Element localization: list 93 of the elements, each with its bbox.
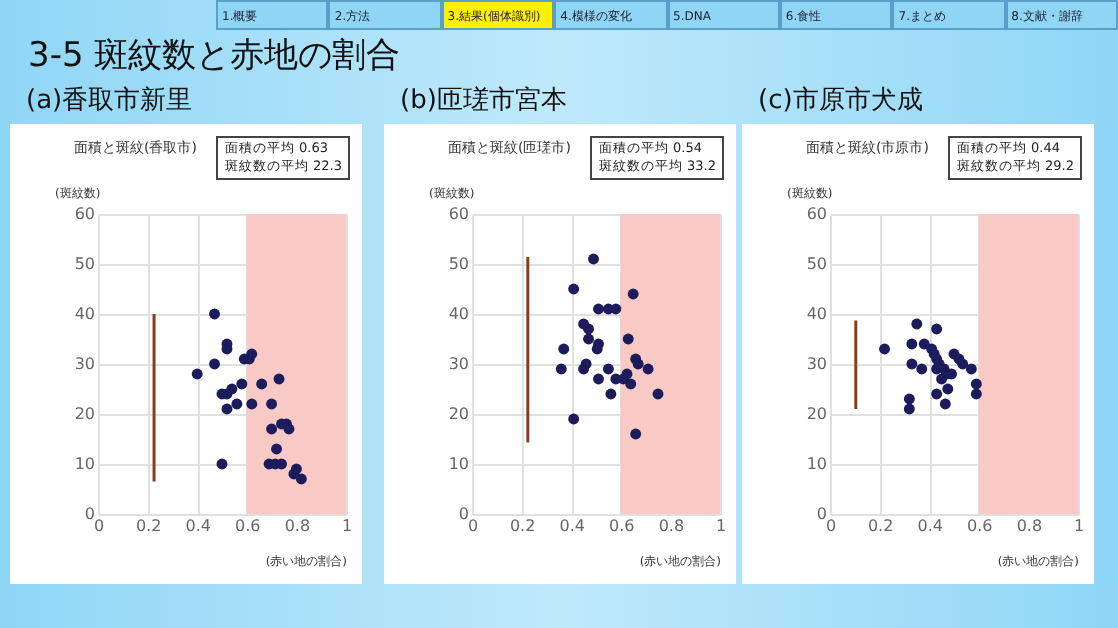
y-tick-label: 60 bbox=[806, 205, 827, 223]
x-tick-label: 1 bbox=[1073, 517, 1085, 535]
x-tick-label: 0.6 bbox=[609, 517, 635, 535]
point bbox=[295, 473, 307, 485]
y-tick-label: 0 bbox=[816, 505, 827, 523]
point bbox=[931, 323, 943, 335]
point bbox=[652, 388, 664, 400]
point bbox=[903, 393, 915, 405]
chart-title: (b)匝瑳市宮本 bbox=[400, 84, 567, 118]
x-tick-label: 0.6 bbox=[235, 517, 261, 535]
point bbox=[266, 423, 278, 435]
point bbox=[965, 363, 977, 375]
point bbox=[939, 398, 951, 410]
point bbox=[271, 443, 283, 455]
point bbox=[568, 413, 580, 425]
point bbox=[970, 378, 982, 390]
y-tick-label: 30 bbox=[74, 355, 95, 373]
point bbox=[605, 388, 617, 400]
y-tick-label: 50 bbox=[806, 255, 827, 273]
point bbox=[879, 343, 891, 355]
point bbox=[621, 368, 633, 380]
point bbox=[246, 398, 258, 410]
y-tick-label: 40 bbox=[806, 305, 827, 323]
point bbox=[625, 378, 637, 390]
point bbox=[583, 333, 595, 345]
x-tick-label: 0.4 bbox=[185, 517, 211, 535]
point bbox=[936, 373, 948, 385]
point bbox=[588, 253, 599, 265]
x-tick-label: 0.8 bbox=[658, 517, 685, 535]
point bbox=[209, 358, 221, 370]
x-tick-label: 0.2 bbox=[509, 517, 536, 535]
point bbox=[191, 368, 203, 380]
y-tick-label: 60 bbox=[448, 205, 469, 223]
chart-title: (a)香取市新里 bbox=[26, 84, 193, 118]
y-tick-label: 40 bbox=[448, 305, 469, 323]
x-tick-label: 0.2 bbox=[867, 517, 894, 535]
point bbox=[221, 403, 233, 415]
point bbox=[555, 363, 567, 375]
x-tick-label: 0.6 bbox=[967, 517, 993, 535]
point bbox=[622, 333, 634, 345]
x-tick-label: 0.8 bbox=[1016, 517, 1043, 535]
point bbox=[627, 288, 639, 300]
y-tick-label: 30 bbox=[806, 355, 827, 373]
point bbox=[273, 373, 285, 385]
y-tick-label: 0 bbox=[84, 505, 95, 523]
point bbox=[957, 358, 969, 370]
point bbox=[558, 343, 570, 355]
x-tick-label: 0.8 bbox=[284, 517, 311, 535]
y-tick-label: 10 bbox=[448, 455, 469, 473]
point bbox=[226, 383, 238, 395]
point bbox=[906, 358, 918, 370]
point bbox=[246, 348, 258, 360]
point bbox=[209, 308, 221, 320]
point bbox=[236, 378, 248, 390]
point bbox=[283, 423, 295, 435]
point bbox=[602, 363, 614, 375]
x-tick-label: 1 bbox=[341, 517, 353, 535]
y-tick-label: 50 bbox=[448, 255, 469, 273]
y-tick-label: 30 bbox=[448, 355, 469, 373]
y-tick-label: 20 bbox=[74, 405, 95, 423]
point bbox=[593, 303, 604, 315]
y-tick-label: 10 bbox=[806, 455, 827, 473]
y-tick-label: 0 bbox=[458, 505, 469, 523]
point bbox=[903, 403, 915, 415]
point bbox=[216, 458, 228, 470]
x-tick-label: 1 bbox=[715, 517, 727, 535]
chart-title: (c)市原市犬成 bbox=[758, 84, 923, 118]
point bbox=[593, 373, 604, 385]
y-tick-label: 10 bbox=[74, 455, 95, 473]
y-tick-label: 20 bbox=[806, 405, 827, 423]
point bbox=[256, 378, 268, 390]
point bbox=[931, 388, 943, 400]
point bbox=[630, 428, 642, 440]
point bbox=[916, 363, 928, 375]
point bbox=[231, 398, 243, 410]
point bbox=[942, 383, 954, 395]
point bbox=[583, 323, 595, 335]
text: 3-5 斑紋数と赤地の割合 bbox=[28, 34, 401, 78]
point bbox=[911, 318, 923, 330]
point bbox=[632, 358, 644, 370]
y-tick-label: 20 bbox=[448, 405, 469, 423]
point bbox=[568, 283, 580, 295]
x-tick-label: 0.4 bbox=[917, 517, 943, 535]
x-tick-label: 0.4 bbox=[559, 517, 585, 535]
point bbox=[970, 388, 982, 400]
point bbox=[642, 363, 654, 375]
point bbox=[266, 398, 278, 410]
point bbox=[578, 363, 590, 375]
x-tick-label: 0.2 bbox=[135, 517, 162, 535]
y-tick-label: 40 bbox=[74, 305, 95, 323]
point bbox=[906, 338, 918, 350]
y-tick-label: 50 bbox=[74, 255, 95, 273]
y-tick-label: 60 bbox=[74, 205, 95, 223]
